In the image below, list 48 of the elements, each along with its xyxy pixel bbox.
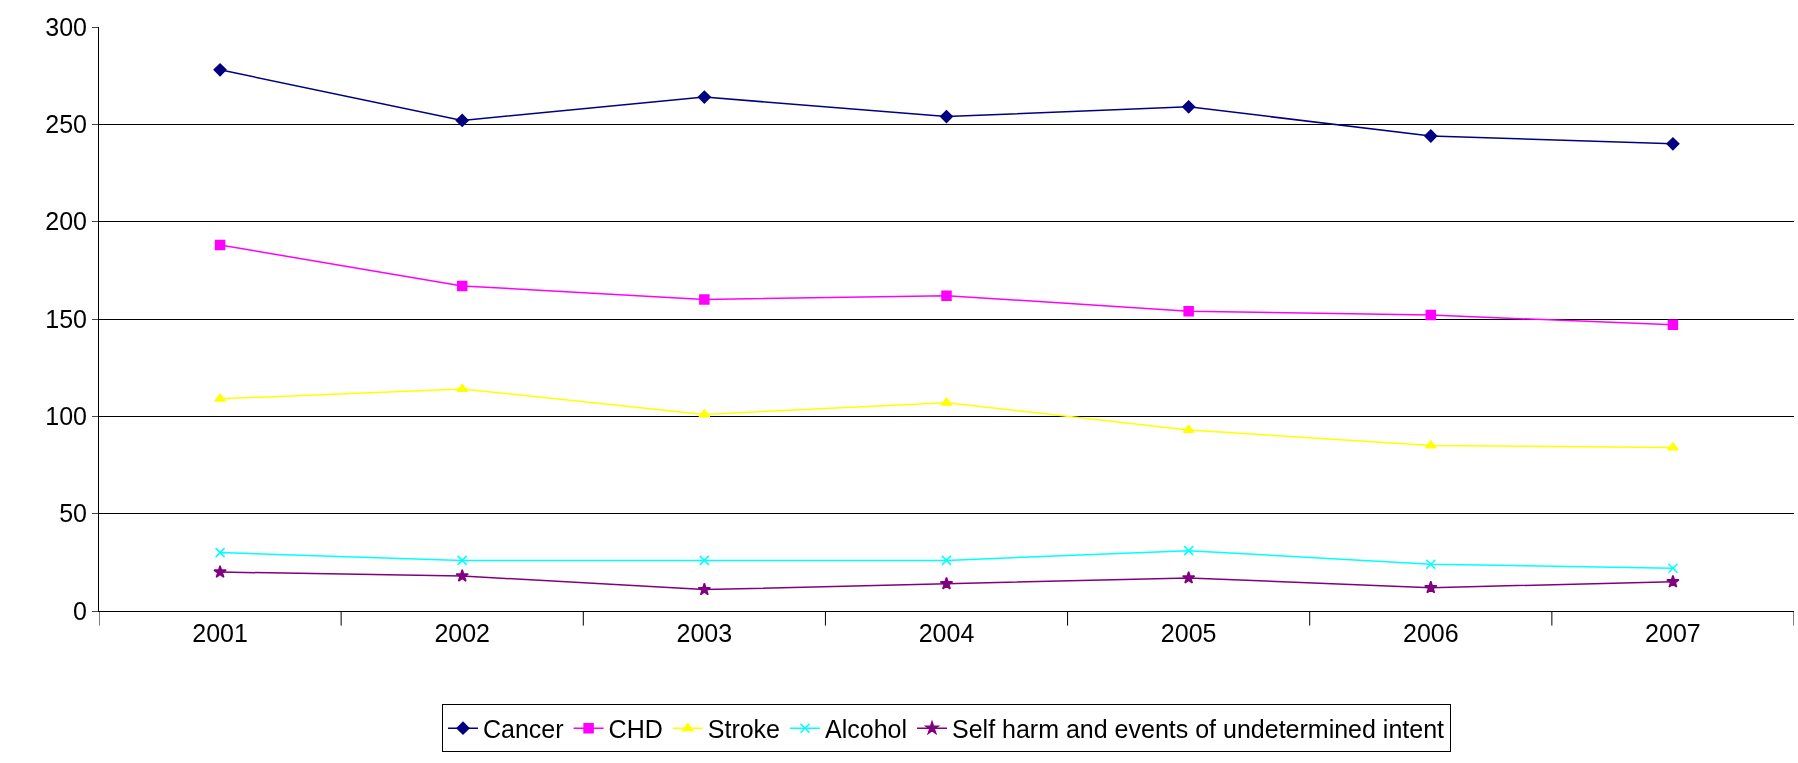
y-tick-label: 200 [45, 207, 87, 236]
point [213, 565, 227, 578]
point [456, 280, 468, 292]
point [455, 568, 469, 582]
x-tick-label: 2005 [1160, 619, 1217, 647]
point [1183, 545, 1194, 556]
point [1183, 305, 1194, 317]
point [699, 294, 710, 305]
x-tick-label: 2007 [1645, 619, 1701, 647]
y-tick-label: 100 [45, 402, 87, 431]
point [939, 576, 954, 590]
y-tick-label: 50 [59, 499, 87, 528]
legend-label: Stroke [707, 714, 781, 743]
x-tick-label: 2001 [192, 619, 248, 647]
point [1424, 129, 1438, 143]
legend-label: Alcohol [825, 714, 908, 743]
y-tick-label: 150 [45, 304, 87, 333]
point [699, 555, 710, 566]
point [1182, 100, 1196, 114]
point [213, 63, 227, 77]
point [455, 113, 469, 128]
point [697, 90, 711, 104]
x-tick-label: 2002 [434, 619, 491, 647]
legend-label: CHD [608, 714, 663, 743]
y-tick-label: 250 [45, 110, 87, 139]
y-tick-label: 0 [73, 596, 87, 625]
point [214, 239, 226, 251]
point [939, 109, 954, 124]
point [456, 383, 469, 393]
point [1667, 319, 1679, 331]
point [1667, 562, 1679, 574]
point [1666, 574, 1680, 588]
legend-label: Self harm and events of undetermined intent [952, 714, 1445, 743]
point [697, 582, 712, 596]
legend-label: Cancer [483, 714, 564, 743]
x-tick-label: 2004 [918, 619, 975, 647]
point [1424, 580, 1438, 594]
point [456, 555, 468, 566]
x-tick-label: 2006 [1402, 619, 1459, 647]
point [214, 547, 226, 558]
y-tick-label: 300 [45, 12, 87, 41]
point [1181, 570, 1196, 584]
x-tick-label: 2003 [676, 619, 733, 647]
point [1666, 137, 1680, 151]
point [941, 290, 952, 301]
point [1425, 309, 1437, 321]
point [941, 555, 952, 566]
point [1425, 559, 1437, 570]
